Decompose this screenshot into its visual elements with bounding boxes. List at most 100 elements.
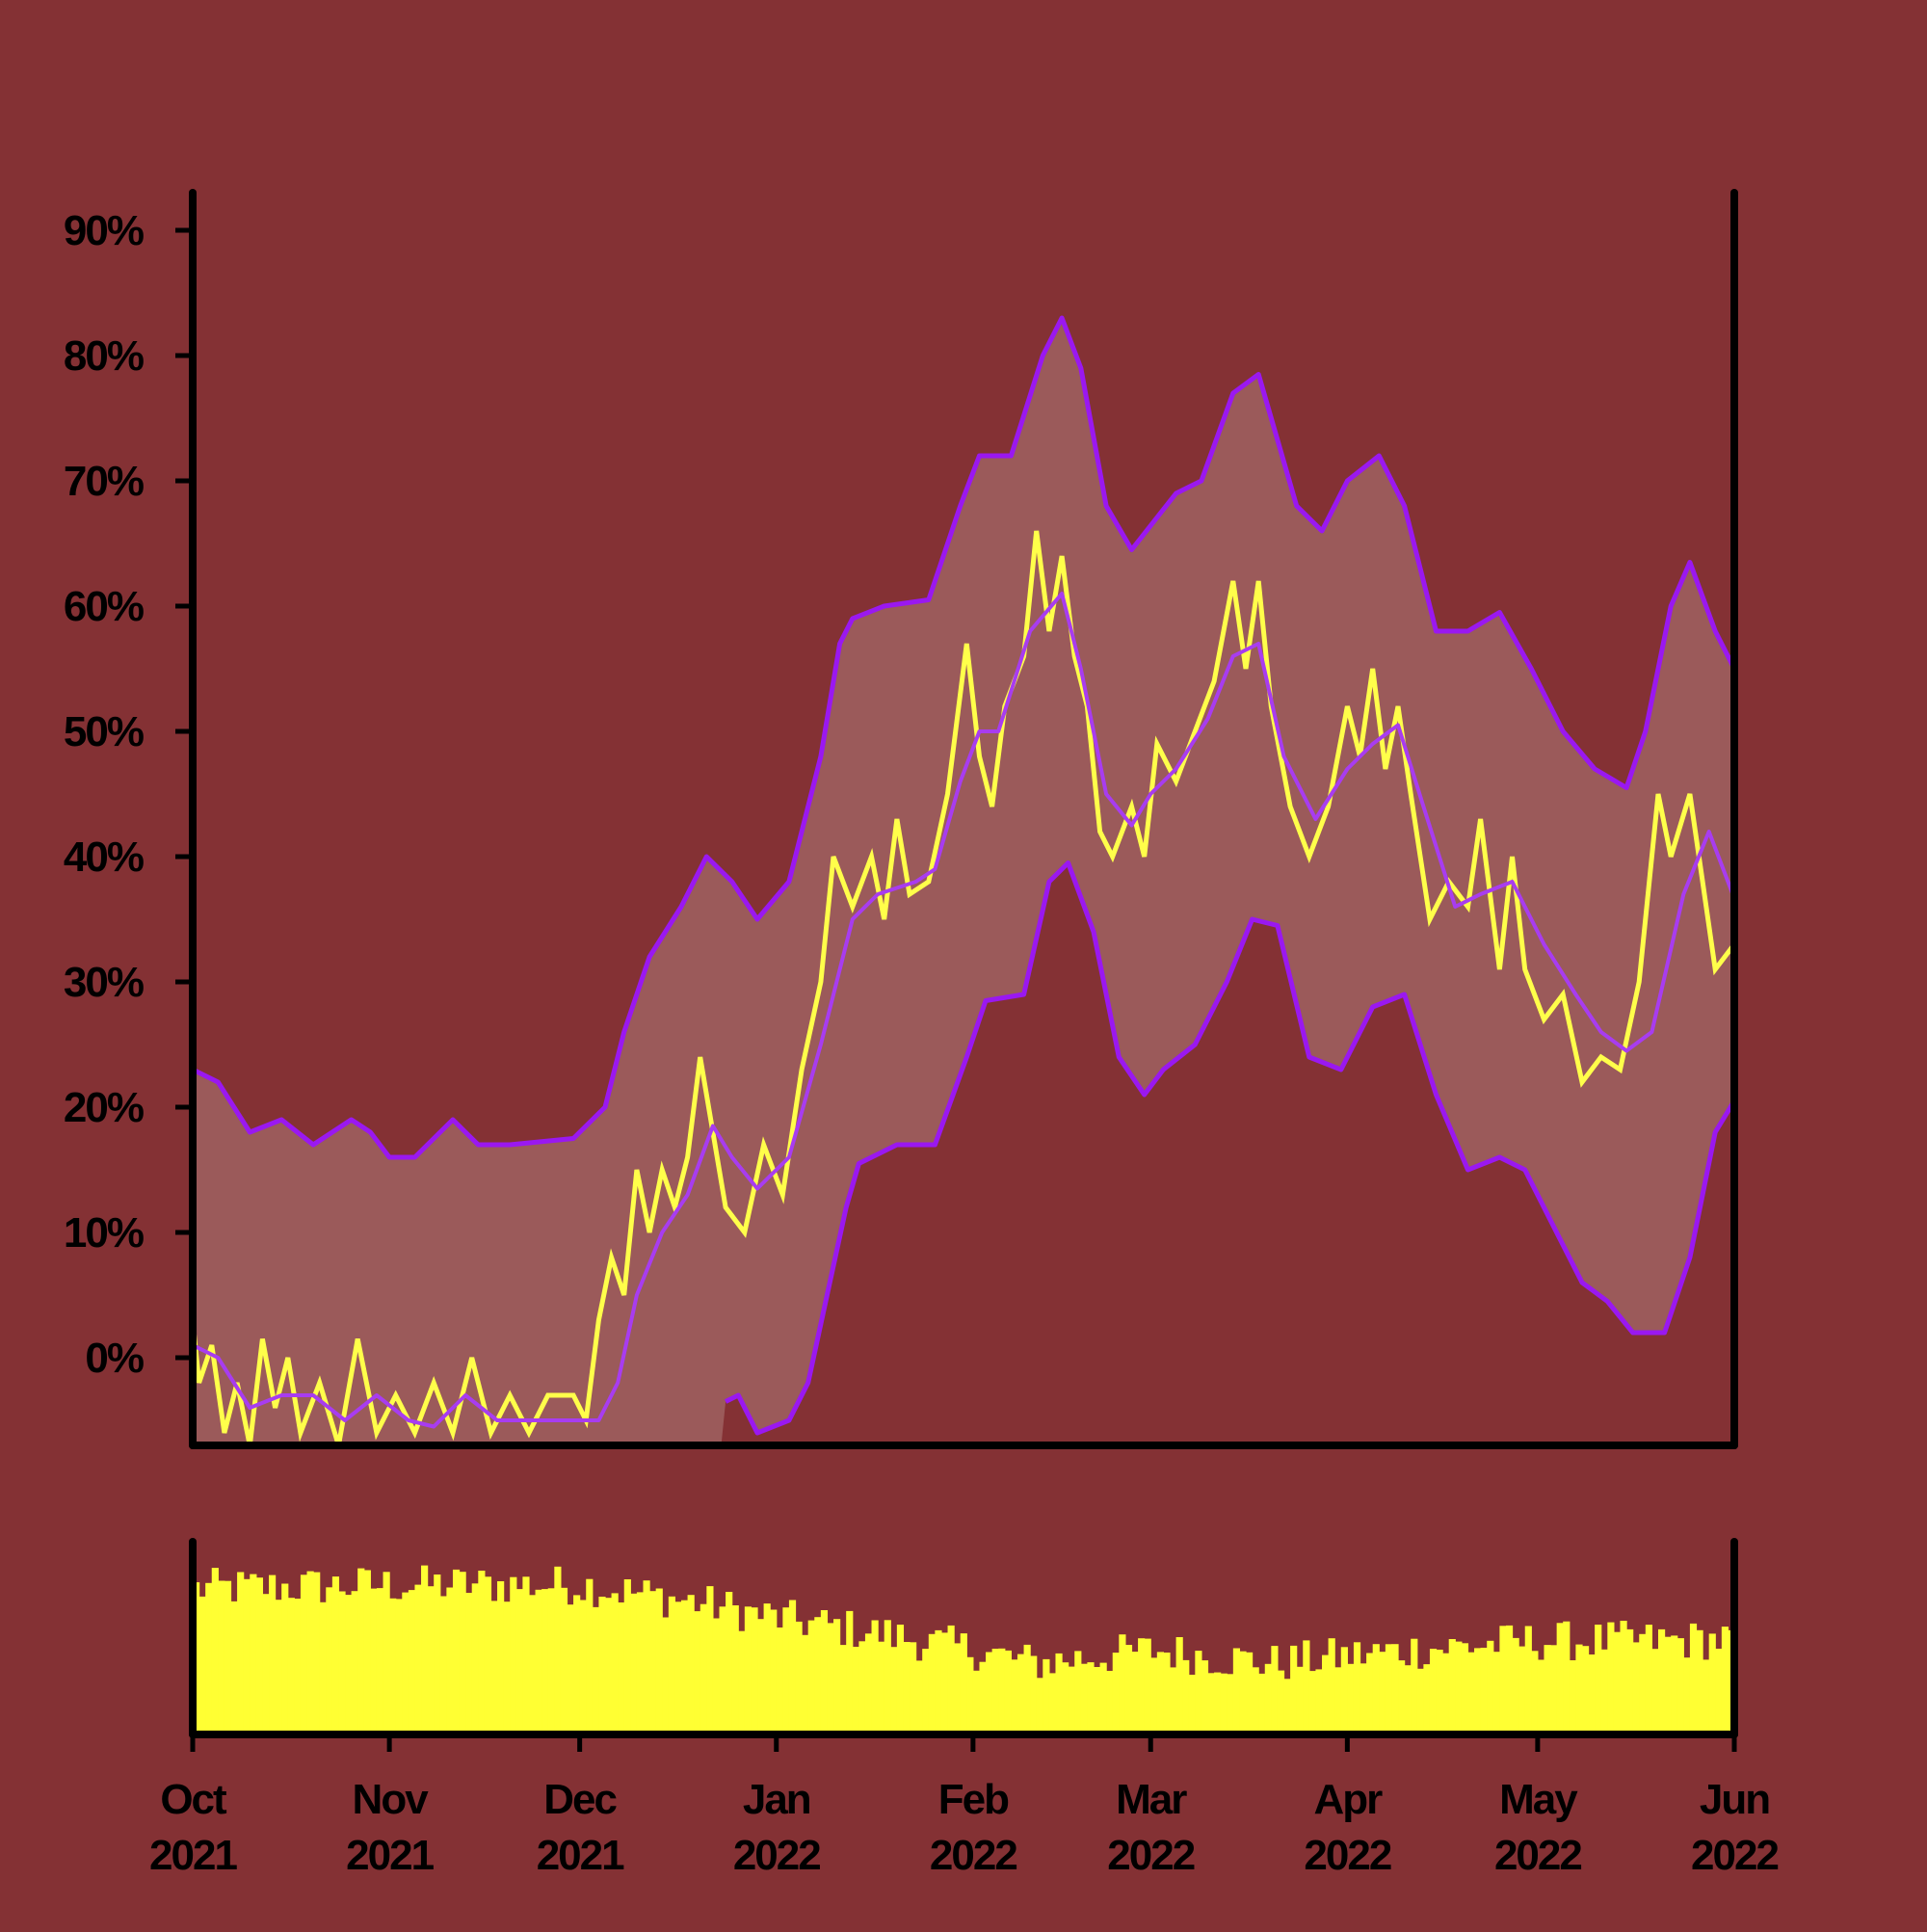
- band-fill: [193, 318, 1734, 1445]
- volume-bar: [313, 1572, 321, 1734]
- volume-bar: [687, 1595, 695, 1734]
- volume-bar: [331, 1576, 340, 1734]
- volume-bar: [515, 1589, 523, 1734]
- volume-bar: [198, 1596, 206, 1734]
- volume-bar: [250, 1574, 257, 1734]
- volume-panel: [193, 1565, 1735, 1734]
- volume-bar: [674, 1601, 682, 1734]
- volume-bar: [326, 1587, 333, 1734]
- volume-bar: [757, 1619, 765, 1734]
- volume-bar: [300, 1575, 308, 1734]
- volume-bar: [1328, 1638, 1335, 1734]
- volume-bar: [383, 1572, 390, 1734]
- volume-bar: [434, 1575, 441, 1734]
- x-tick-label-month: May: [1499, 1776, 1578, 1823]
- volume-bar: [731, 1605, 739, 1734]
- volume-bar: [1537, 1659, 1545, 1734]
- x-tick-label-year: 2021: [149, 1832, 237, 1879]
- moving-average-line: [193, 592, 1734, 1429]
- volume-bar: [255, 1577, 264, 1734]
- x-tick-label-month: Jun: [1700, 1776, 1769, 1823]
- volume-bar: [802, 1634, 809, 1734]
- volume-bar: [807, 1620, 815, 1734]
- volume-bar: [960, 1633, 967, 1734]
- volume-bar: [706, 1586, 714, 1734]
- volume-bar: [1214, 1672, 1222, 1734]
- volume-bar: [1232, 1648, 1241, 1734]
- volume-bar: [1258, 1673, 1266, 1734]
- volume-bar: [1696, 1629, 1703, 1734]
- volume-bar: [1093, 1667, 1101, 1734]
- volume-bar: [535, 1589, 542, 1734]
- volume-bar: [1182, 1659, 1190, 1734]
- volume-bar: [218, 1580, 225, 1734]
- volume-bar: [1518, 1646, 1526, 1734]
- volume-bar: [547, 1588, 555, 1734]
- volume-bar: [306, 1571, 314, 1734]
- volume-bar: [528, 1595, 537, 1734]
- volume-bar: [846, 1610, 854, 1734]
- plot-area: [193, 315, 1734, 1445]
- volume-bar: [954, 1643, 962, 1734]
- volume-bar: [1524, 1626, 1532, 1734]
- volume-bar: [694, 1611, 701, 1734]
- volume-bar: [421, 1565, 429, 1734]
- x-tick-label-year: 2022: [1304, 1832, 1390, 1879]
- volume-bar: [751, 1607, 758, 1734]
- volume-bar: [592, 1606, 599, 1734]
- volume-bar: [363, 1570, 371, 1734]
- volume-bar: [1271, 1646, 1279, 1734]
- volume-bar: [1721, 1627, 1729, 1734]
- volume-bar: [1150, 1657, 1158, 1734]
- volume-bar: [1569, 1660, 1576, 1734]
- volume-bar: [1036, 1678, 1043, 1734]
- volume-bar: [567, 1604, 574, 1734]
- volume-bar: [275, 1600, 282, 1734]
- volume-bar: [230, 1601, 238, 1734]
- y-tick-label: 80%: [64, 332, 144, 380]
- volume-bar: [827, 1623, 834, 1734]
- volume-bar: [884, 1620, 891, 1734]
- volume-bar: [1411, 1638, 1418, 1734]
- volume-bar: [636, 1592, 645, 1734]
- volume-bar: [788, 1600, 797, 1734]
- x-tick-label-year: 2021: [346, 1832, 434, 1879]
- volume-bar: [1119, 1634, 1126, 1734]
- x-tick-label-year: 2022: [1691, 1832, 1778, 1879]
- volume-bar: [1290, 1645, 1298, 1734]
- volume-bar: [1048, 1673, 1057, 1734]
- volume-bar: [1043, 1658, 1050, 1734]
- volume-bar: [1385, 1644, 1393, 1734]
- volume-bar: [541, 1589, 549, 1734]
- volume-bar: [1124, 1645, 1133, 1734]
- volume-bar: [833, 1619, 841, 1734]
- volume-bar: [395, 1599, 403, 1734]
- volume-bar: [1607, 1622, 1615, 1734]
- volume-bar: [1600, 1649, 1608, 1734]
- volume-bar: [1303, 1640, 1310, 1734]
- volume-bar: [604, 1598, 613, 1734]
- volume-bar: [726, 1592, 733, 1734]
- x-tick-label-year: 2022: [1107, 1832, 1194, 1879]
- volume-bar: [1296, 1666, 1304, 1734]
- volume-bar: [1448, 1639, 1456, 1734]
- y-tick-label: 30%: [64, 959, 144, 1006]
- x-tick-label-month: Apr: [1313, 1776, 1383, 1823]
- volume-bar: [630, 1593, 638, 1734]
- volume-bar: [1156, 1652, 1164, 1734]
- volume-bar: [478, 1571, 486, 1734]
- volume-bar: [1334, 1667, 1342, 1734]
- volume-bar: [1315, 1669, 1323, 1734]
- volume-bar: [871, 1620, 879, 1734]
- volume-bar: [1252, 1667, 1259, 1734]
- volume-bar: [439, 1596, 447, 1734]
- volume-bar: [1030, 1655, 1038, 1734]
- volume-bar: [376, 1588, 384, 1734]
- volume-bar: [1499, 1626, 1507, 1734]
- volume-bar: [1188, 1675, 1196, 1734]
- volume-bar: [1080, 1663, 1088, 1734]
- volume-bar: [1220, 1673, 1227, 1734]
- x-tick-label-month: Feb: [938, 1776, 1009, 1823]
- volume-bar: [1131, 1652, 1139, 1734]
- volume-bar: [1651, 1649, 1659, 1734]
